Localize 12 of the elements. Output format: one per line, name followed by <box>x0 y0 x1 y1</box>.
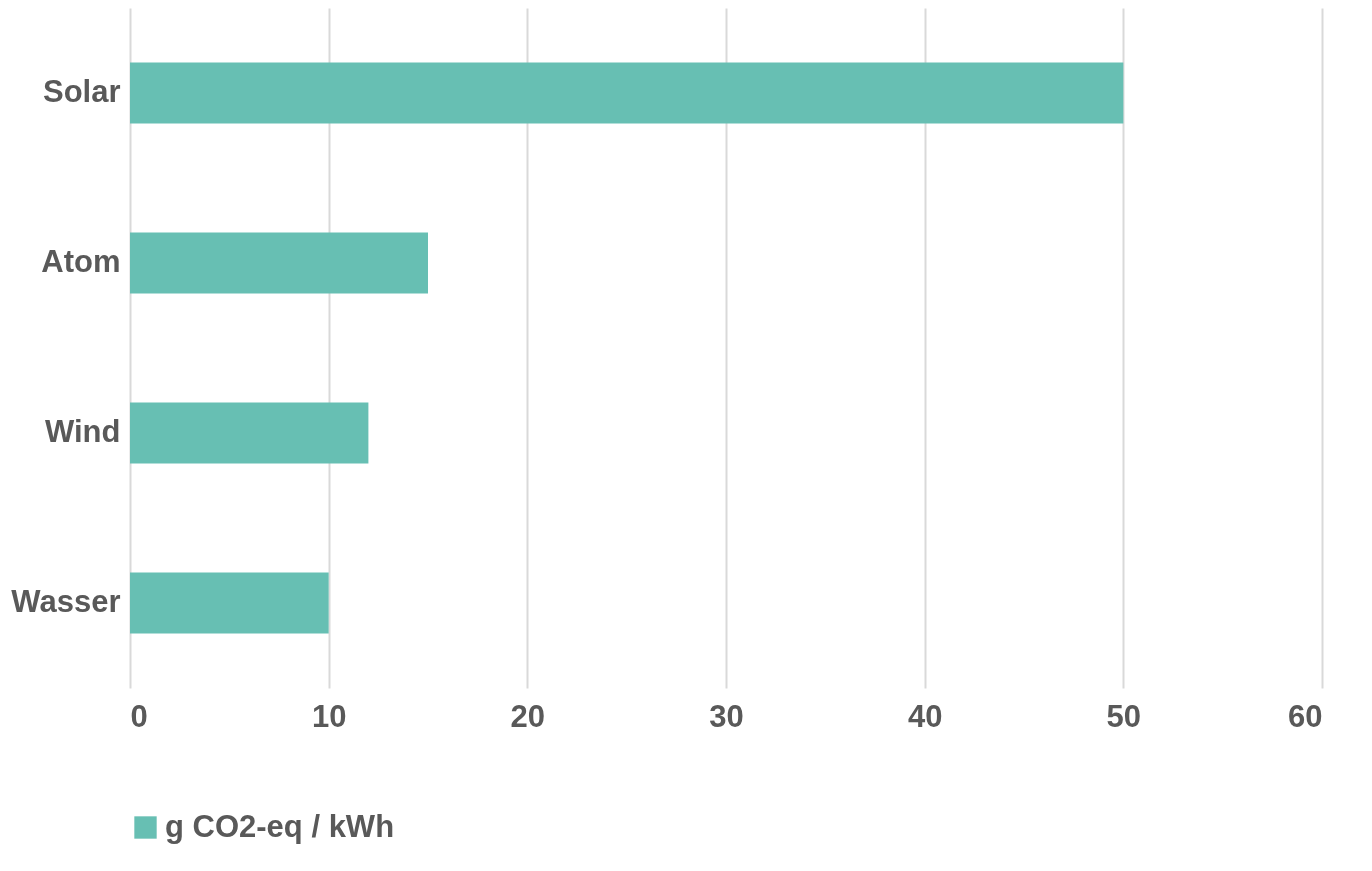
legend-label: g CO2-eq / kWh <box>165 808 395 844</box>
x-tick-label: 20 <box>510 698 546 734</box>
x-tick-label: 0 <box>130 698 148 734</box>
y-tick-label: Wind <box>45 414 121 449</box>
x-tick-label: 40 <box>907 698 943 734</box>
y-tick-label: Wasser <box>11 584 121 619</box>
y-tick-label: Atom <box>41 244 121 279</box>
x-tick-label: 30 <box>709 698 744 734</box>
y-tick-label: Solar <box>42 74 121 109</box>
x-tick-label: 60 <box>1288 698 1323 734</box>
x-tick-label: 50 <box>1106 698 1142 734</box>
x-tick-label: 10 <box>311 698 347 734</box>
